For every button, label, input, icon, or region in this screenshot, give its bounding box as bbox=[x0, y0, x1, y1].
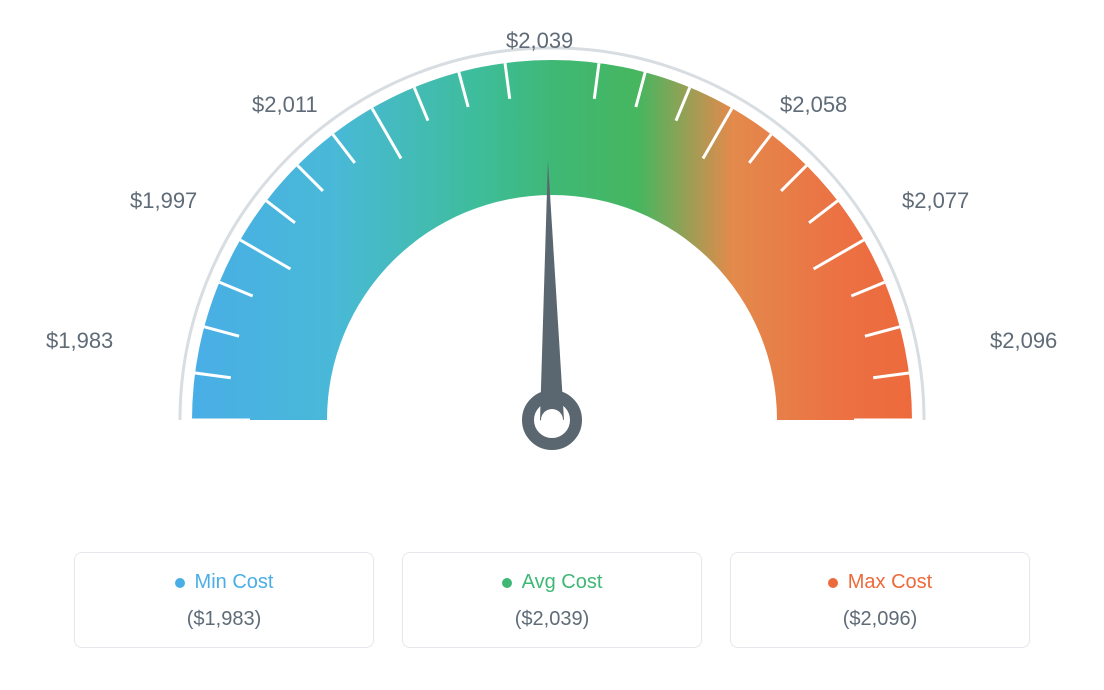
legend-dot-icon bbox=[502, 578, 512, 588]
scale-label: $1,997 bbox=[130, 188, 197, 214]
legend-title: Min Cost bbox=[175, 571, 274, 594]
cost-gauge-container: $1,983 $1,997 $2,011 $2,039 $2,058 $2,077 $2,0… bbox=[0, 0, 1104, 690]
legend-title: Max Cost bbox=[828, 571, 932, 594]
legend-row: Min Cost ($1,983) Avg Cost ($2,039) Max Cost… bbox=[40, 552, 1064, 648]
gauge-chart bbox=[152, 20, 952, 480]
scale-label: $2,058 bbox=[780, 92, 847, 118]
legend-title: Avg Cost bbox=[502, 571, 603, 594]
avg-cost-card: Avg Cost ($2,039) bbox=[402, 552, 702, 648]
scale-label: $2,011 bbox=[252, 92, 318, 118]
legend-value: ($1,983) bbox=[75, 608, 373, 631]
gauge-area: $1,983 $1,997 $2,011 $2,039 $2,058 $2,077 $2,0… bbox=[40, 20, 1064, 540]
scale-label: $2,096 bbox=[990, 328, 1057, 354]
legend-title-text: Avg Cost bbox=[522, 571, 603, 594]
scale-label: $2,039 bbox=[506, 28, 573, 54]
legend-dot-icon bbox=[175, 578, 185, 588]
legend-value: ($2,096) bbox=[731, 608, 1029, 631]
min-cost-card: Min Cost ($1,983) bbox=[74, 552, 374, 648]
scale-label: $2,077 bbox=[902, 188, 969, 214]
legend-dot-icon bbox=[828, 578, 838, 588]
scale-label: $1,983 bbox=[46, 328, 113, 354]
legend-title-text: Max Cost bbox=[848, 571, 932, 594]
legend-title-text: Min Cost bbox=[195, 571, 274, 594]
max-cost-card: Max Cost ($2,096) bbox=[730, 552, 1030, 648]
legend-value: ($2,039) bbox=[403, 608, 701, 631]
